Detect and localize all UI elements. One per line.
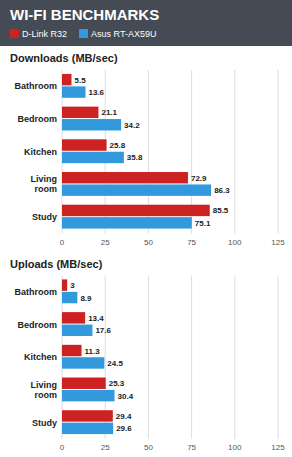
data-label: 30.4 xyxy=(118,392,134,401)
category-line: Living xyxy=(31,174,58,184)
category-line: Bedroom xyxy=(17,320,57,330)
tick-label: 25 xyxy=(101,443,110,452)
category-line: Bathroom xyxy=(15,287,58,297)
bar xyxy=(62,357,104,368)
bar xyxy=(62,172,188,183)
data-label: 29.6 xyxy=(116,424,132,433)
legend-label: Asus RT-AX59U xyxy=(91,29,156,39)
tick-label: 0 xyxy=(60,443,65,452)
chart-root: WI-FI BENCHMARKS D-Link R32 Asus RT-AX59U D… xyxy=(0,0,292,457)
category-line: Bedroom xyxy=(17,114,57,124)
category-line: Kitchen xyxy=(24,352,57,362)
data-label: 34.2 xyxy=(124,121,140,130)
grid-line xyxy=(234,276,235,440)
bar xyxy=(62,345,82,356)
category-label: Kitchen xyxy=(24,352,57,362)
category-label: Kitchen xyxy=(24,147,57,157)
tick-label: 75 xyxy=(187,443,196,452)
bar xyxy=(62,107,98,118)
bar xyxy=(62,139,107,150)
bar xyxy=(62,86,86,97)
tick-label: 125 xyxy=(271,443,285,452)
category-line: Study xyxy=(32,212,57,222)
bar xyxy=(62,378,106,389)
tick-label: 50 xyxy=(144,238,153,247)
bar xyxy=(62,390,115,401)
data-label: 21.1 xyxy=(101,108,117,117)
bar xyxy=(62,184,211,195)
data-label: 25.8 xyxy=(110,141,126,150)
category-line: Study xyxy=(32,418,57,428)
data-label: 11.3 xyxy=(85,347,101,356)
legend-item: Asus RT-AX59U xyxy=(79,29,156,39)
bar xyxy=(62,152,124,163)
data-label: 72.9 xyxy=(191,174,207,183)
bar xyxy=(62,205,210,216)
header-band xyxy=(0,0,292,46)
category-line: room xyxy=(35,184,58,194)
tick-label: 50 xyxy=(144,443,153,452)
bar xyxy=(62,217,192,228)
data-label: 35.8 xyxy=(127,153,143,162)
data-label: 85.5 xyxy=(213,206,229,215)
data-label: 3 xyxy=(70,281,75,290)
legend-swatch xyxy=(10,29,19,38)
bar xyxy=(62,292,77,303)
tick-label: 100 xyxy=(228,443,242,452)
bar xyxy=(62,279,67,290)
category-label: Study xyxy=(32,212,57,222)
bar xyxy=(62,410,113,421)
tick-label: 0 xyxy=(60,238,65,247)
legend-swatch xyxy=(79,29,88,38)
category-label: Bedroom xyxy=(17,114,57,124)
category-label: Livingroom xyxy=(31,174,58,194)
category-label: Bathroom xyxy=(15,81,58,91)
data-label: 17.6 xyxy=(95,326,111,335)
tick-label: 125 xyxy=(271,238,285,247)
category-line: room xyxy=(35,390,58,400)
category-label: Bedroom xyxy=(17,320,57,330)
data-label: 5.5 xyxy=(75,76,87,85)
data-label: 25.3 xyxy=(109,379,125,388)
legend-item: D-Link R32 xyxy=(10,29,67,39)
category-label: Livingroom xyxy=(31,380,58,400)
data-label: 24.5 xyxy=(107,359,123,368)
title: WI-FI BENCHMARKS xyxy=(10,6,159,23)
data-label: 86.3 xyxy=(214,186,230,195)
data-label: 29.4 xyxy=(116,412,132,421)
chart-title: Downloads (MB/sec) xyxy=(10,52,118,64)
bar xyxy=(62,74,72,85)
chart-title: Uploads (MB/sec) xyxy=(10,258,103,270)
category-label: Study xyxy=(32,418,57,428)
tick-label: 25 xyxy=(101,238,110,247)
grid-line xyxy=(278,70,279,234)
legend-label: D-Link R32 xyxy=(22,29,67,39)
bar xyxy=(62,325,92,336)
category-label: Bathroom xyxy=(15,287,58,297)
bar xyxy=(62,119,121,130)
tick-label: 100 xyxy=(228,238,242,247)
category-line: Kitchen xyxy=(24,147,57,157)
bars xyxy=(62,74,211,229)
tick-label: 75 xyxy=(187,238,196,247)
grid-line xyxy=(234,70,235,234)
grid-line xyxy=(191,276,192,440)
category-line: Bathroom xyxy=(15,81,58,91)
bar xyxy=(62,423,113,434)
category-line: Living xyxy=(31,380,58,390)
grid-line xyxy=(278,276,279,440)
bars xyxy=(62,279,115,434)
data-label: 13.6 xyxy=(89,88,105,97)
data-label: 13.4 xyxy=(88,314,104,323)
grid-line xyxy=(148,276,149,440)
bar xyxy=(62,312,85,323)
data-label: 75.1 xyxy=(195,219,211,228)
data-label: 8.9 xyxy=(80,294,92,303)
